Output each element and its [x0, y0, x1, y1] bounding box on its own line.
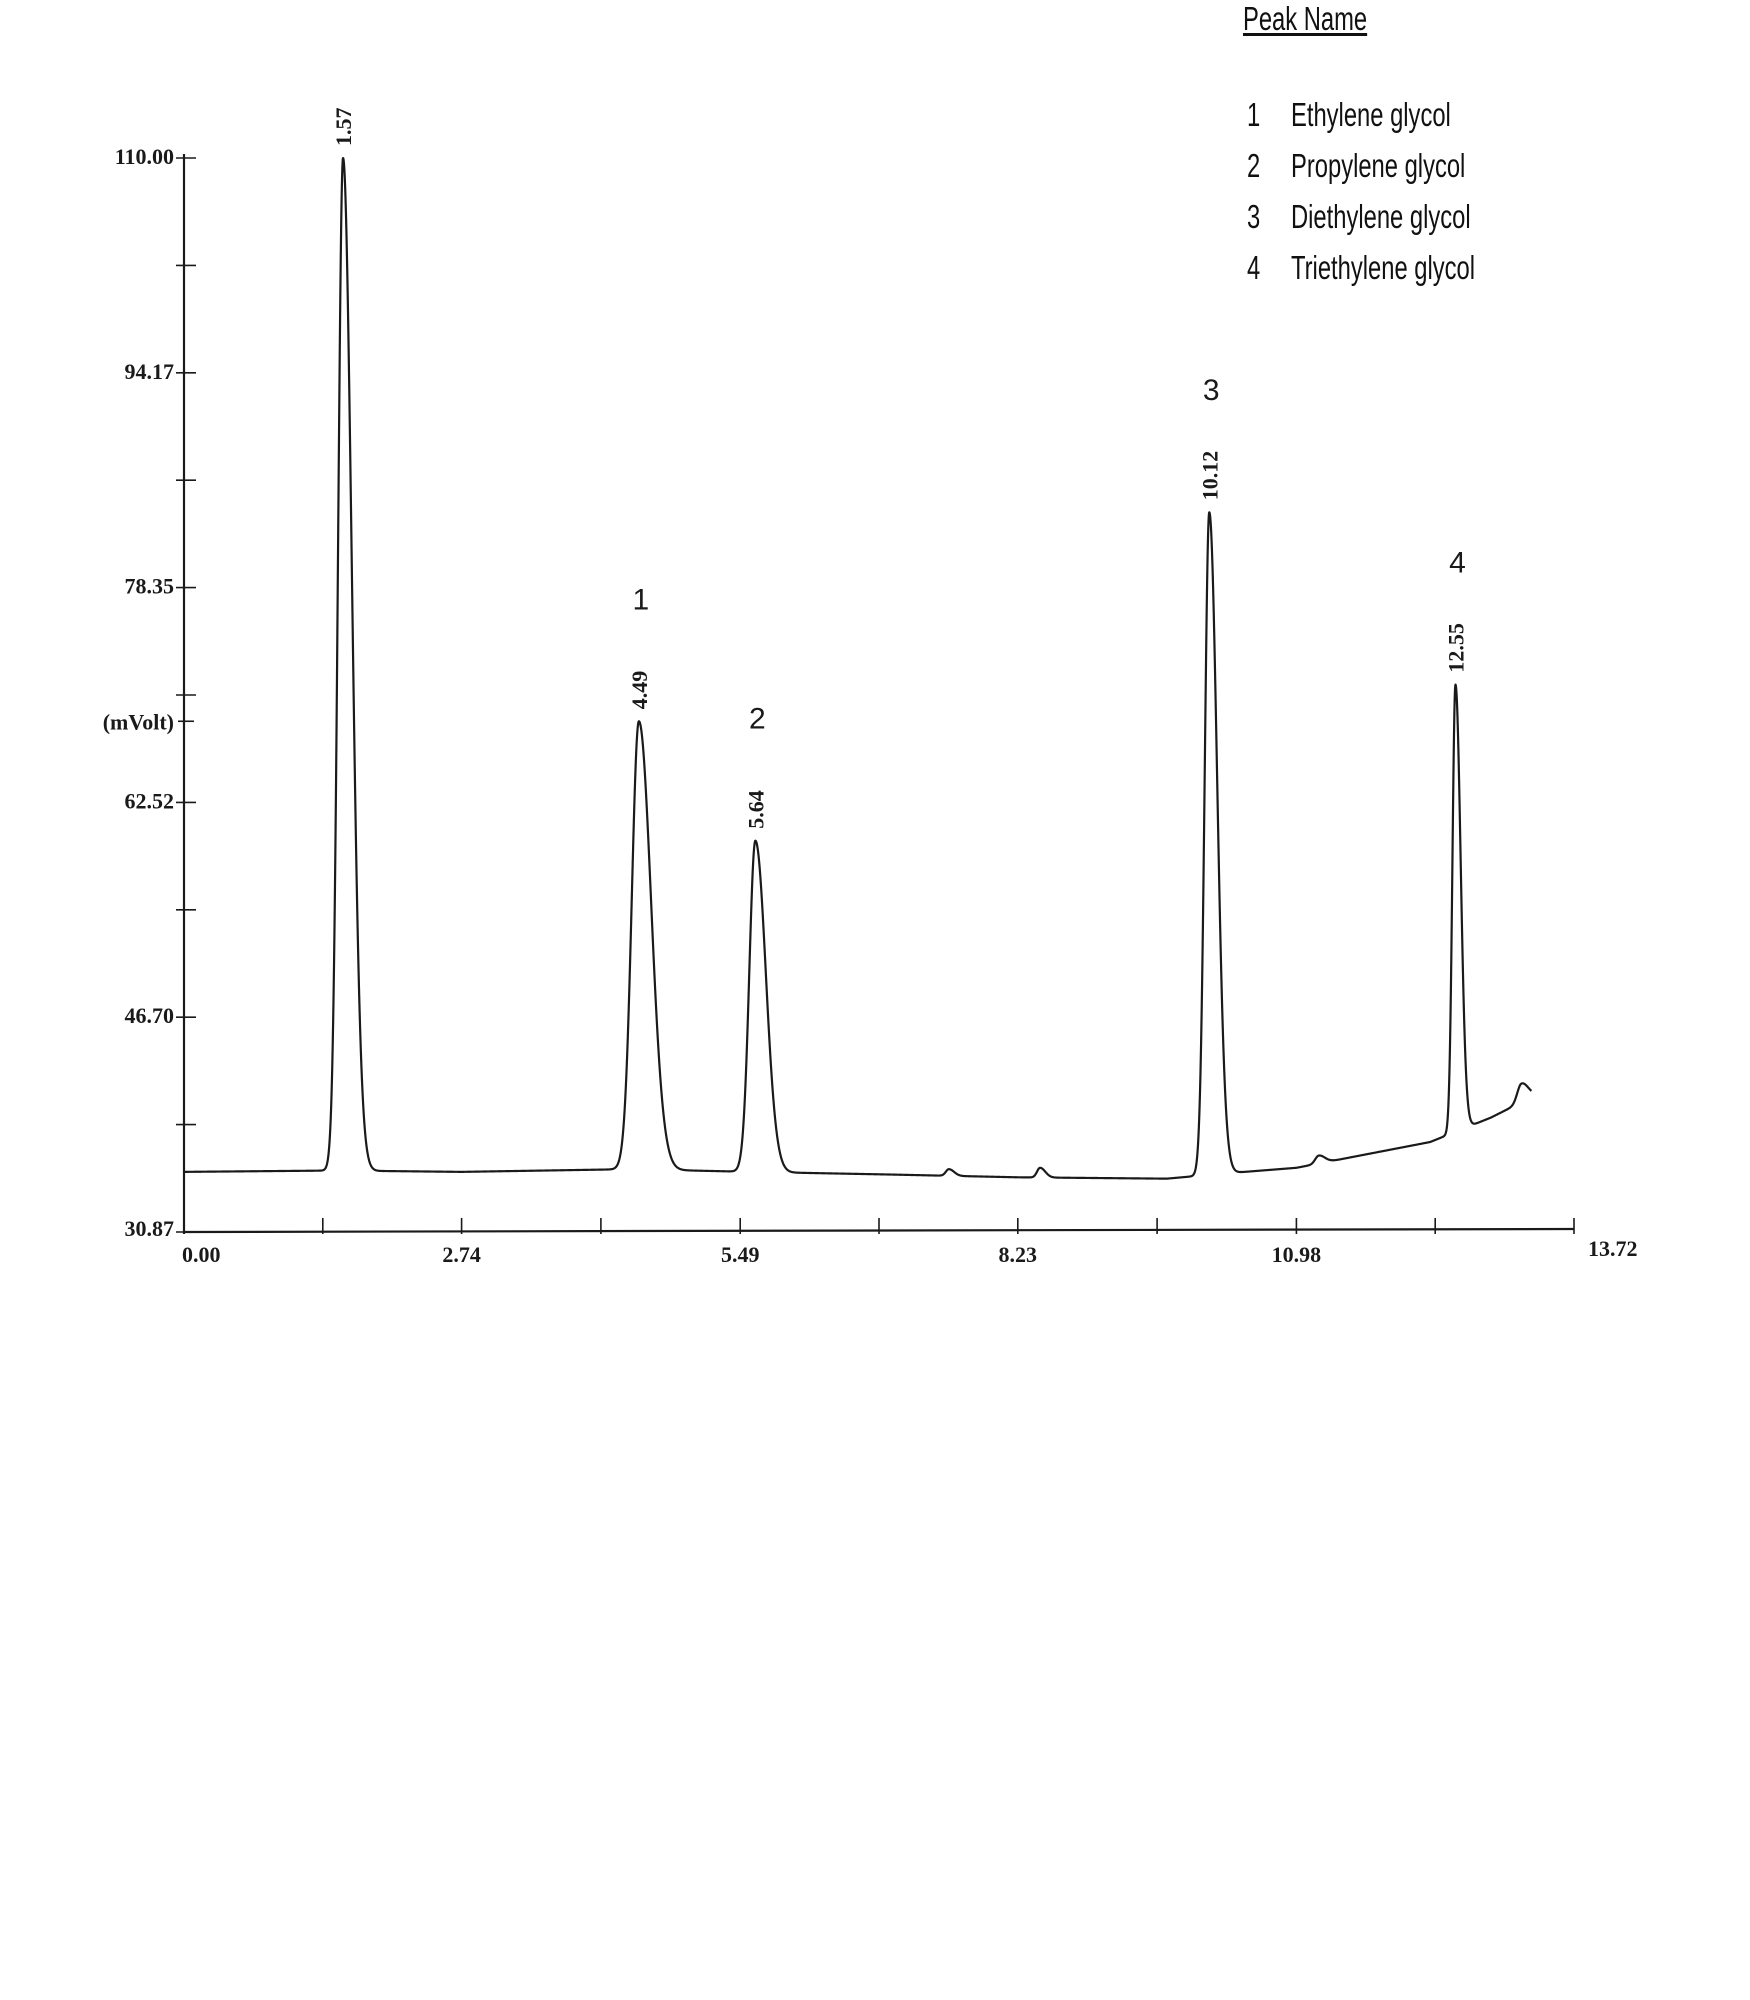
legend-item-name: Diethylene glycol — [1291, 198, 1471, 235]
legend-item-number: 4 — [1247, 249, 1261, 286]
trace — [183, 156, 1533, 1180]
peak-retention-time-label: 10.12 — [1197, 451, 1222, 501]
legend-item-number: 3 — [1247, 198, 1261, 235]
y-tick-label: 110.00 — [115, 144, 174, 169]
legend-title: Peak Name — [1243, 0, 1368, 37]
legend-item-name: Triethylene glycol — [1291, 249, 1476, 286]
tick-labels: 110.00 94.17 78.35 62.52 46.70 30.87 (mVolt) 0.… — [103, 144, 1638, 1267]
y-axis-label: (mVolt) — [103, 709, 174, 734]
x-tick-label: 10.98 — [1272, 1242, 1322, 1267]
axes — [176, 154, 1575, 1234]
peak-retention-time-label: 1.57 — [331, 108, 356, 147]
y-tick-label: 62.52 — [125, 788, 175, 813]
peak-retention-time-label: 4.49 — [627, 671, 652, 710]
peak-number-label: 1 — [633, 583, 650, 616]
x-tick-label: 8.23 — [999, 1242, 1038, 1267]
x-tick-label: 2.74 — [442, 1242, 481, 1267]
x-tick-label: 0.00 — [182, 1242, 221, 1267]
legend-item-name: Propylene glycol — [1291, 147, 1466, 184]
peak-number-label: 2 — [749, 703, 766, 736]
y-tick-label: 46.70 — [125, 1003, 175, 1028]
y-tick-label: 30.87 — [125, 1216, 175, 1241]
peak-number-label: 3 — [1203, 374, 1220, 407]
y-tick-label: 78.35 — [125, 574, 175, 599]
legend-item-number: 1 — [1247, 96, 1261, 133]
legend-item-name: Ethylene glycol — [1291, 96, 1451, 133]
x-tick-label: 13.72 — [1588, 1236, 1638, 1261]
peak-retention-time-label: 5.64 — [743, 790, 768, 829]
peak-retention-time-label: 12.55 — [1443, 623, 1468, 673]
peak-labels: 1.57 4.49 1 5.64 2 10.12 3 12.55 4 — [331, 108, 1468, 829]
peak-number-label: 4 — [1449, 547, 1466, 580]
legend-item-number: 2 — [1247, 147, 1261, 184]
y-tick-label: 94.17 — [125, 359, 175, 384]
chromatogram-trace — [183, 156, 1533, 1180]
x-tick-label: 5.49 — [721, 1242, 760, 1267]
